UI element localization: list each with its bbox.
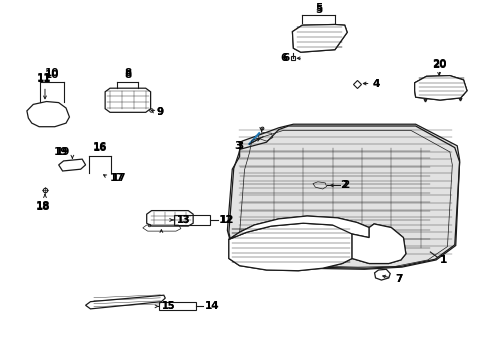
Text: 1: 1	[439, 255, 447, 265]
Polygon shape	[351, 224, 405, 264]
Polygon shape	[228, 124, 459, 269]
Text: 3: 3	[234, 141, 242, 151]
Text: 4: 4	[372, 78, 379, 89]
Text: 14: 14	[204, 301, 219, 311]
Polygon shape	[414, 76, 466, 100]
Text: 20: 20	[431, 59, 446, 69]
Text: 11: 11	[37, 74, 51, 84]
Text: 18: 18	[36, 202, 50, 212]
Polygon shape	[292, 24, 346, 52]
Text: 19: 19	[54, 147, 68, 157]
Text: 4: 4	[372, 78, 379, 89]
Text: 15: 15	[162, 301, 176, 311]
Text: 10: 10	[44, 68, 59, 78]
Polygon shape	[228, 216, 368, 239]
Text: 8: 8	[124, 68, 131, 78]
Text: 12: 12	[219, 215, 233, 225]
Bar	[159, 302, 195, 310]
Bar	[173, 215, 210, 225]
Text: 3: 3	[236, 141, 243, 151]
Text: 13: 13	[177, 215, 190, 225]
Text: 7: 7	[394, 274, 402, 284]
Text: 12: 12	[220, 215, 234, 225]
Text: 16: 16	[93, 143, 107, 153]
Text: 6: 6	[280, 53, 287, 63]
Text: 17: 17	[111, 173, 126, 183]
Text: 16: 16	[93, 142, 107, 152]
Text: 6: 6	[282, 53, 289, 63]
Text: 14: 14	[204, 301, 219, 311]
Text: 5: 5	[314, 3, 322, 13]
Text: 19: 19	[56, 147, 70, 157]
Text: 13: 13	[177, 215, 190, 225]
Text: 5: 5	[314, 5, 322, 15]
Text: 20: 20	[431, 60, 446, 70]
Text: 18: 18	[36, 201, 50, 211]
Text: 9: 9	[156, 107, 163, 117]
Text: 1: 1	[439, 255, 447, 265]
Text: 11: 11	[37, 73, 51, 83]
Polygon shape	[228, 223, 351, 271]
Text: 2: 2	[342, 180, 349, 190]
Text: 2: 2	[339, 180, 346, 190]
Text: 10: 10	[44, 70, 59, 80]
Text: 15: 15	[162, 301, 176, 311]
Text: 8: 8	[124, 70, 131, 80]
Text: 17: 17	[110, 173, 124, 183]
Text: 9: 9	[156, 107, 163, 117]
Text: 7: 7	[394, 274, 402, 284]
